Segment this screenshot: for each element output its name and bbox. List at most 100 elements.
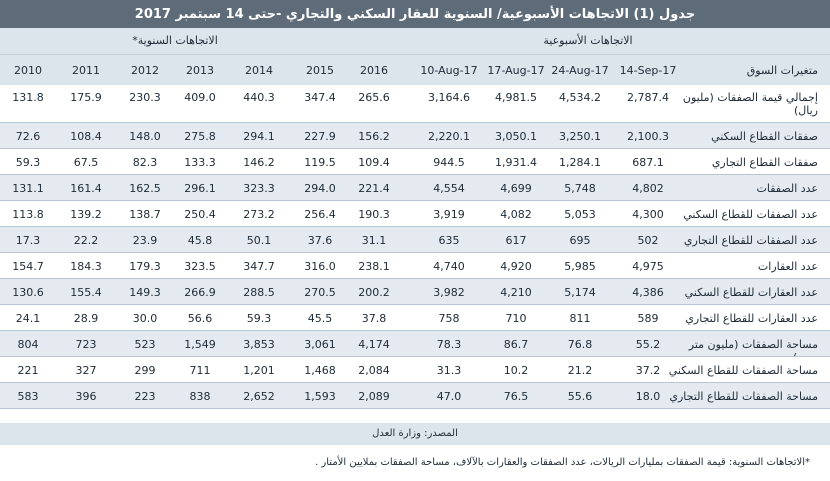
table-cell: 56.6 [187, 312, 213, 325]
row-divider [0, 330, 830, 331]
row-divider [0, 174, 830, 175]
table-cell: 4,699 [500, 182, 532, 195]
table-cell: 3,853 [243, 338, 275, 351]
table-cell: 119.5 [304, 156, 336, 169]
row-label: مساحة الصفقات للقطاع السكني [668, 364, 818, 377]
table-cell: 133.3 [184, 156, 216, 169]
table-cell: 138.7 [129, 208, 161, 221]
table-cell: 256.4 [304, 208, 336, 221]
table-cell: 687.1 [632, 156, 664, 169]
table-cell: 5,174 [564, 286, 596, 299]
table-cell: 3,061 [304, 338, 336, 351]
table-row: عدد العقارات 4,975 5,985 4,920 4,740 238.1 316… [0, 253, 830, 279]
table-cell: 37.6 [307, 234, 333, 247]
table-cell: 139.2 [70, 208, 102, 221]
row-label: صفقات القطاع السكني [711, 130, 818, 143]
table-cell: 811 [569, 312, 591, 325]
table-cell: 4,975 [632, 260, 664, 273]
table-cell: 238.1 [358, 260, 390, 273]
table-cell: 294.1 [243, 130, 275, 143]
table-cell: 5,748 [564, 182, 596, 195]
table-cell: 288.5 [243, 286, 275, 299]
table-cell: 45.5 [307, 312, 333, 325]
table-cell: 50.1 [246, 234, 272, 247]
table-cell: 113.8 [12, 208, 44, 221]
table-row: مساحة الصفقات للقطاع التجاري 18.0 55.6 76.5… [0, 383, 830, 409]
note-bar: *الاتجاهات السنوية: قيمة الصفقات بمليارا… [0, 447, 830, 481]
table-cell: 227.9 [304, 130, 336, 143]
table-row: عدد الصفقات للقطاع التجاري 502 695 617 635 31… [0, 227, 830, 253]
column-header: 2014 [245, 64, 273, 77]
table-cell: 22.2 [73, 234, 99, 247]
table-cell: 30.0 [132, 312, 158, 325]
table-cell: 154.7 [12, 260, 44, 273]
table-cell: 4,802 [632, 182, 664, 195]
row-divider [0, 148, 830, 149]
table-row: عدد الصفقات للقطاع السكني 4,300 5,053 4,082… [0, 201, 830, 227]
table-cell: 299 [134, 364, 156, 377]
row-label: عدد الصفقات [756, 182, 818, 195]
table-cell: 1,549 [184, 338, 216, 351]
row-divider [0, 200, 830, 201]
table-row: مساحة الصفقات للقطاع السكني 37.2 21.2 10.2 3… [0, 357, 830, 383]
table-cell: 4,554 [433, 182, 465, 195]
table-cell: 190.3 [358, 208, 390, 221]
table-cell: 221 [17, 364, 39, 377]
table-cell: 146.2 [243, 156, 275, 169]
table-cell: 21.2 [567, 364, 593, 377]
row-label: إجمالي قيمة الصفقات (مليون ريال) [682, 91, 818, 117]
table-cell: 1,593 [304, 390, 336, 403]
table-cell: 200.2 [358, 286, 390, 299]
table-cell: 635 [438, 234, 460, 247]
table-cell: 2,100.3 [627, 130, 669, 143]
table-cell: 45.8 [187, 234, 213, 247]
table-cell: 18.0 [635, 390, 661, 403]
row-divider [0, 252, 830, 253]
table-cell: 617 [505, 234, 527, 247]
table-cell: 710 [505, 312, 527, 325]
table-cell: 3,050.1 [495, 130, 537, 143]
table-cell: 76.8 [567, 338, 593, 351]
table-cell: 86.7 [503, 338, 529, 351]
table-cell: 4,981.5 [495, 91, 537, 104]
table-cell: 440.3 [243, 91, 275, 104]
table-cell: 316.0 [304, 260, 336, 273]
table-cell: 347.7 [243, 260, 275, 273]
table-cell: 156.2 [358, 130, 390, 143]
table-cell: 76.5 [503, 390, 529, 403]
source-bar: المصدر: وزارة العدل [0, 423, 830, 445]
table-cell: 2,084 [358, 364, 390, 377]
table-cell: 47.0 [436, 390, 462, 403]
row-label: مساحة الصفقات للقطاع التجاري [669, 390, 818, 403]
table-cell: 804 [17, 338, 39, 351]
table-cell: 24.1 [15, 312, 41, 325]
table-cell: 55.6 [567, 390, 593, 403]
table-cell: 67.5 [73, 156, 99, 169]
table-cell: 4,174 [358, 338, 390, 351]
table-cell: 589 [637, 312, 659, 325]
table-cell: 695 [569, 234, 591, 247]
table-cell: 250.4 [184, 208, 216, 221]
table-cell: 23.9 [132, 234, 158, 247]
table-cell: 4,386 [632, 286, 664, 299]
table-cell: 4,740 [433, 260, 465, 273]
table-cell: 161.4 [70, 182, 102, 195]
row-label: صفقات القطاع التجاري [711, 156, 818, 169]
group-header-row: الاتجاهات الأسبوعية الاتجاهات السنوية* [0, 28, 830, 54]
table-cell: 82.3 [132, 156, 158, 169]
table-cell: 59.3 [15, 156, 41, 169]
table-cell: 1,201 [243, 364, 275, 377]
column-header: 17-Aug-17 [487, 64, 545, 77]
table-cell: 131.1 [12, 182, 44, 195]
table-cell: 3,164.6 [428, 91, 470, 104]
row-divider [0, 408, 830, 409]
table-cell: 59.3 [246, 312, 272, 325]
column-header: 2015 [306, 64, 334, 77]
table-cell: 5,985 [564, 260, 596, 273]
table-cell: 396 [75, 390, 97, 403]
row-divider [0, 382, 830, 383]
table-row: عدد الصفقات 4,802 5,748 4,699 4,554 221.4 294.… [0, 175, 830, 201]
table-cell: 55.2 [635, 338, 661, 351]
table-cell: 4,920 [500, 260, 532, 273]
column-header: 10-Aug-17 [420, 64, 478, 77]
